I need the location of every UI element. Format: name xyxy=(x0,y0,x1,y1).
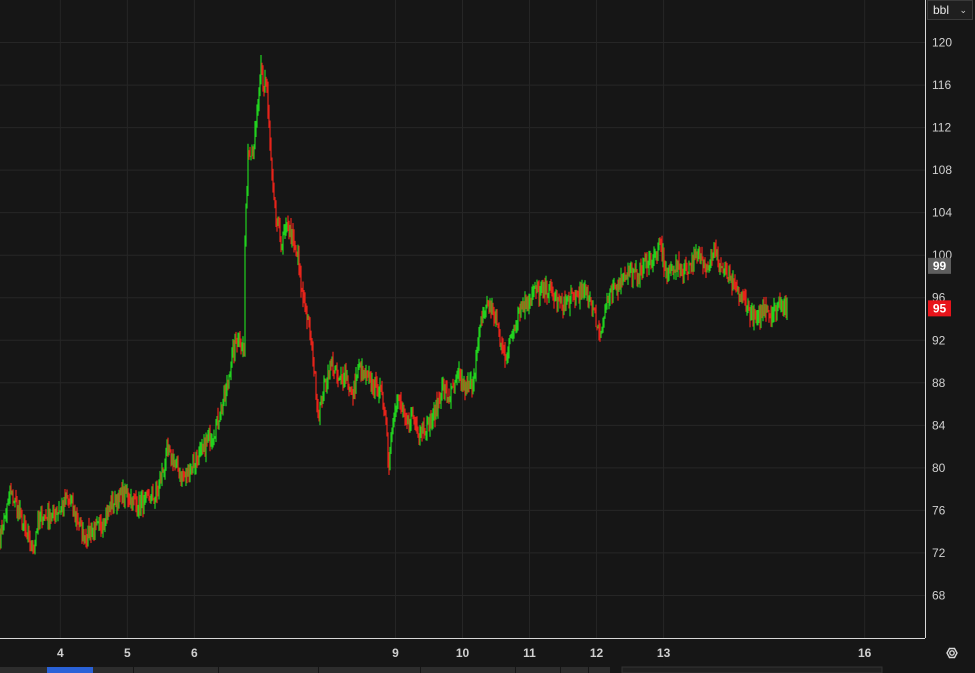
timeline-divider xyxy=(133,667,134,673)
x-tick-label: 10 xyxy=(456,646,470,660)
timeline-divider xyxy=(588,667,589,673)
y-tick-label: 116 xyxy=(932,78,951,92)
y-tick-label: 76 xyxy=(932,503,946,517)
x-tick-label: 16 xyxy=(858,646,872,660)
timeline-strip xyxy=(0,667,610,673)
timeline-divider xyxy=(318,667,319,673)
timeline-current-segment xyxy=(47,667,93,673)
x-tick-label: 4 xyxy=(57,646,64,660)
x-axis: 4 5 6 9 10 11 12 13 16 xyxy=(0,638,925,673)
price-series xyxy=(0,54,788,555)
x-tick-label: 9 xyxy=(392,646,399,660)
prev_close-badge xyxy=(928,257,951,274)
chevron-down-icon: ⌄ xyxy=(959,5,967,15)
y-tick-label: 80 xyxy=(932,461,946,475)
y-tick-label: 120 xyxy=(932,36,952,50)
price-badges: 99 95 xyxy=(928,257,951,317)
x-tick-label: 5 xyxy=(124,646,131,660)
y-tick-label: 92 xyxy=(932,333,946,347)
settings-button[interactable] xyxy=(940,641,964,665)
last-badge xyxy=(928,300,951,317)
x-tick-label: 6 xyxy=(191,646,198,660)
timeline-divider xyxy=(218,667,219,673)
unit-selector-button[interactable]: bbl ⌄ xyxy=(927,0,973,20)
timeline-divider xyxy=(560,667,561,673)
y-tick-label: 88 xyxy=(932,376,946,390)
x-tick-label: 12 xyxy=(590,646,604,660)
y-tick-label: 84 xyxy=(932,418,946,432)
y-tick-label: 104 xyxy=(932,206,952,220)
last-label: 95 xyxy=(933,301,947,315)
timeline-divider xyxy=(420,667,421,673)
timeline-divider xyxy=(515,667,516,673)
y-tick-label: 72 xyxy=(932,546,946,560)
unit-selector-label: bbl xyxy=(933,3,950,17)
x-tick-label: 13 xyxy=(657,646,671,660)
prev_close-label: 99 xyxy=(933,259,947,273)
y-tick-label: 108 xyxy=(932,163,952,177)
x-tick-label: 11 xyxy=(523,646,536,660)
settings-icon xyxy=(946,647,958,659)
y-tick-label: 112 xyxy=(932,121,951,135)
timeline-scroll xyxy=(621,666,883,673)
y-tick-label: 68 xyxy=(932,588,946,602)
